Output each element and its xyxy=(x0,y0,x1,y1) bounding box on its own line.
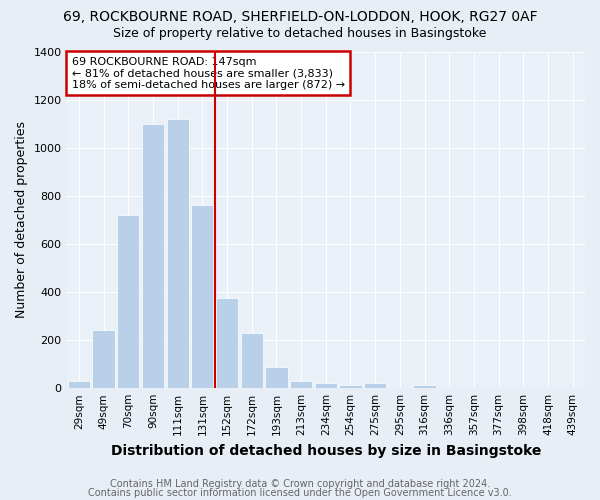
Bar xyxy=(92,330,115,388)
Bar xyxy=(216,298,238,388)
Text: 69 ROCKBOURNE ROAD: 147sqm
← 81% of detached houses are smaller (3,833)
18% of s: 69 ROCKBOURNE ROAD: 147sqm ← 81% of deta… xyxy=(72,56,345,90)
Bar xyxy=(142,124,164,388)
Text: Contains public sector information licensed under the Open Government Licence v3: Contains public sector information licen… xyxy=(88,488,512,498)
Bar xyxy=(314,384,337,388)
Bar xyxy=(68,381,90,388)
Text: Contains HM Land Registry data © Crown copyright and database right 2024.: Contains HM Land Registry data © Crown c… xyxy=(110,479,490,489)
X-axis label: Distribution of detached houses by size in Basingstoke: Distribution of detached houses by size … xyxy=(110,444,541,458)
Bar xyxy=(340,384,362,388)
Bar xyxy=(117,215,139,388)
Text: 69, ROCKBOURNE ROAD, SHERFIELD-ON-LODDON, HOOK, RG27 0AF: 69, ROCKBOURNE ROAD, SHERFIELD-ON-LODDON… xyxy=(62,10,538,24)
Bar xyxy=(191,206,214,388)
Bar xyxy=(413,386,436,388)
Bar xyxy=(290,381,312,388)
Bar xyxy=(241,333,263,388)
Bar xyxy=(364,384,386,388)
Bar xyxy=(167,119,189,388)
Text: Size of property relative to detached houses in Basingstoke: Size of property relative to detached ho… xyxy=(113,28,487,40)
Bar xyxy=(265,366,287,388)
Y-axis label: Number of detached properties: Number of detached properties xyxy=(15,122,28,318)
